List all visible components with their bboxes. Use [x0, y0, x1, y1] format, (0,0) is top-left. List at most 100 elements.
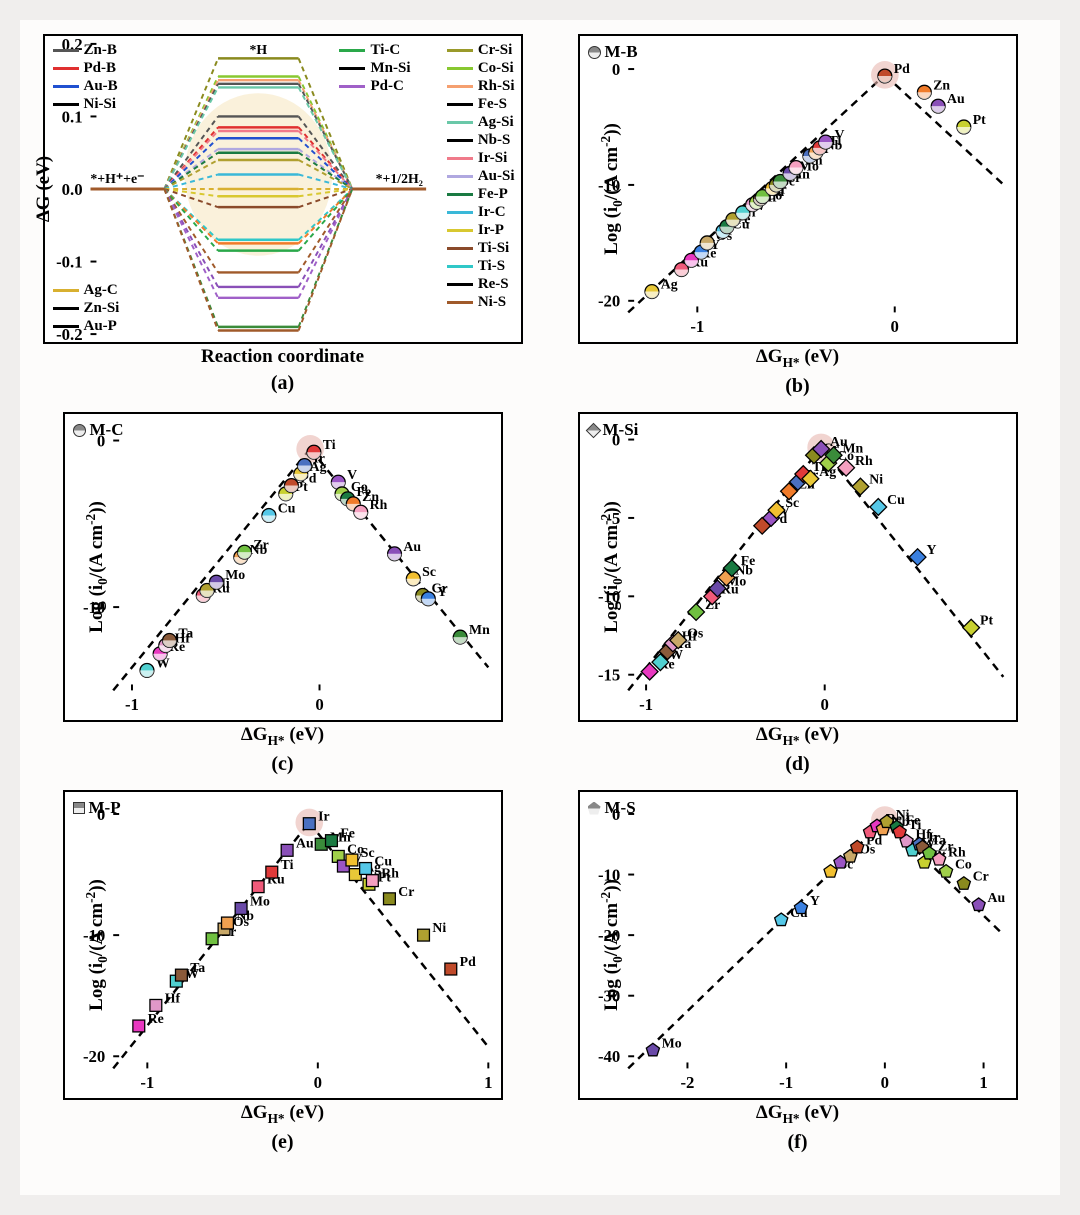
panel-d: M-Si Log (i0/(A cm-2)) -10-15-10-50ReWTa… [549, 412, 1046, 782]
panel-f-xlabel: ΔGH* (eV) [756, 1102, 839, 1127]
panel-grid: ΔG (eV) -0.2-0.10.00.10.2*+H⁺+e⁻*H*+1/2H… [34, 34, 1046, 1181]
svg-text:Au: Au [403, 539, 421, 554]
svg-text:-10: -10 [597, 865, 619, 884]
panel-e: M-P Log (i0/(A cm-2)) -101-20-100ReHfWTa… [34, 790, 531, 1160]
figure-container: ΔG (eV) -0.2-0.10.00.10.2*+H⁺+e⁻*H*+1/2H… [20, 20, 1060, 1195]
svg-text:Pt: Pt [980, 613, 993, 628]
panel-d-xlabel: ΔGH* (eV) [756, 724, 839, 749]
panel-a-legend-topleft: Zn-BPd-BAu-BNi-Si [53, 42, 118, 114]
svg-text:-2: -2 [680, 1073, 694, 1092]
svg-text:Ir: Ir [318, 809, 330, 824]
svg-text:Au: Au [947, 91, 965, 106]
panel-e-xlabel: ΔGH* (eV) [241, 1102, 324, 1127]
panel-c-caption: (c) [271, 753, 293, 776]
svg-text:1: 1 [979, 1073, 987, 1092]
svg-text:-10: -10 [82, 598, 104, 617]
svg-text:Cu: Cu [887, 492, 905, 507]
svg-text:Mo: Mo [661, 1035, 681, 1050]
svg-text:-10: -10 [82, 926, 104, 945]
plot-a-box: ΔG (eV) -0.2-0.10.00.10.2*+H⁺+e⁻*H*+1/2H… [43, 34, 523, 344]
svg-text:-1: -1 [779, 1073, 793, 1092]
svg-text:Ti: Ti [322, 437, 335, 452]
svg-text:Os: Os [687, 625, 704, 640]
svg-text:Y: Y [437, 584, 447, 599]
svg-text:Ni: Ni [432, 920, 446, 935]
svg-text:Cr: Cr [972, 869, 988, 884]
svg-text:Fe: Fe [340, 826, 355, 841]
svg-text:Rh: Rh [369, 497, 387, 512]
panel-c-svg: -10-100WReHfTaRuNiMoNbZrCuPtPdAgIrTiVCoF… [65, 414, 501, 720]
svg-text:0: 0 [315, 695, 323, 714]
panel-a-caption: (a) [271, 372, 294, 395]
svg-text:*H: *H [249, 42, 267, 57]
panel-a: ΔG (eV) -0.2-0.10.00.10.2*+H⁺+e⁻*H*+1/2H… [34, 34, 531, 404]
svg-text:Au: Au [987, 890, 1005, 905]
svg-text:-10: -10 [597, 176, 619, 195]
plot-b-box: M-B Log (i0/(A cm-2)) -10-20-100AgRuReYO… [578, 34, 1018, 344]
panel-f-svg: -2-101-40-30-20-100MoCuYScVOsPdRuReNbNiF… [580, 792, 1016, 1098]
svg-text:Pd: Pd [459, 954, 475, 969]
svg-text:Y: Y [926, 542, 936, 557]
svg-text:*+1/2H₂: *+1/2H₂ [375, 171, 422, 186]
panel-a-xlabel: Reaction coordinate [201, 346, 364, 368]
svg-text:0: 0 [820, 695, 828, 714]
svg-text:Ni: Ni [869, 472, 883, 487]
svg-text:1: 1 [484, 1073, 492, 1092]
svg-text:Pd: Pd [893, 61, 909, 76]
svg-text:0: 0 [96, 431, 104, 450]
svg-text:V: V [834, 127, 844, 142]
svg-text:Hf: Hf [164, 990, 180, 1005]
svg-text:0: 0 [96, 805, 104, 824]
plot-e-box: M-P Log (i0/(A cm-2)) -101-20-100ReHfWTa… [63, 790, 503, 1100]
svg-text:Rh: Rh [381, 866, 399, 881]
svg-text:0: 0 [611, 430, 619, 449]
svg-text:-20: -20 [597, 926, 619, 945]
svg-text:-1: -1 [690, 317, 704, 336]
svg-text:Zn: Zn [933, 77, 950, 92]
svg-text:Mo: Mo [249, 894, 269, 909]
panel-e-caption: (e) [271, 1131, 293, 1154]
svg-text:Ti: Ti [280, 857, 293, 872]
svg-text:Y: Y [809, 893, 819, 908]
svg-text:-1: -1 [124, 695, 138, 714]
panel-f-caption: (f) [788, 1131, 808, 1154]
plot-c-box: M-C Log (i0/(A cm-2)) -10-100WReHfTaRuNi… [63, 412, 503, 722]
panel-c: M-C Log (i0/(A cm-2)) -10-100WReHfTaRuNi… [34, 412, 531, 782]
svg-text:Re: Re [147, 1011, 163, 1026]
panel-f: M-S Log (i0/(A cm-2)) -2-101-40-30-20-10… [549, 790, 1046, 1160]
svg-text:Cu: Cu [277, 501, 295, 516]
svg-text:-0.1: -0.1 [56, 252, 83, 271]
svg-text:Rh: Rh [855, 453, 873, 468]
svg-text:Ta: Ta [190, 960, 205, 975]
svg-text:-1: -1 [639, 695, 653, 714]
panel-a-legend-botleft: Ag-CZn-SiAu-P [53, 282, 120, 336]
svg-text:Sc: Sc [360, 845, 374, 860]
panel-b: M-B Log (i0/(A cm-2)) -10-20-100AgRuReYO… [549, 34, 1046, 404]
svg-text:-20: -20 [82, 1047, 104, 1066]
svg-text:Cr: Cr [398, 884, 414, 899]
panel-b-xlabel: ΔGH* (eV) [756, 346, 839, 371]
svg-text:Ta: Ta [178, 625, 193, 640]
svg-text:-40: -40 [597, 1047, 619, 1066]
svg-text:Sc: Sc [422, 564, 436, 579]
svg-text:-1: -1 [140, 1073, 154, 1092]
plot-f-box: M-S Log (i0/(A cm-2)) -2-101-40-30-20-10… [578, 790, 1018, 1100]
panel-b-caption: (b) [785, 375, 809, 398]
svg-text:Mn: Mn [469, 622, 490, 637]
svg-text:-30: -30 [597, 987, 619, 1006]
panel-d-svg: -10-15-10-50ReWTaHfOsZrRuMoNbFePdVScZnIr… [580, 414, 1016, 720]
svg-text:Zr: Zr [253, 537, 268, 552]
svg-text:Fe: Fe [740, 553, 755, 568]
svg-text:*+H⁺+e⁻: *+H⁺+e⁻ [90, 171, 144, 186]
svg-text:0: 0 [313, 1073, 321, 1092]
panel-c-xlabel: ΔGH* (eV) [241, 724, 324, 749]
svg-text:-20: -20 [597, 292, 619, 311]
panel-b-svg: -10-20-100AgRuReYOsCuFeNiWHfCoTaZrScCrMn… [580, 36, 1016, 342]
svg-text:0.0: 0.0 [61, 180, 82, 199]
svg-text:Au: Au [296, 835, 314, 850]
panel-e-svg: -101-20-100ReHfWTaZrOsNbMoRuTiAuIrMnFeCo… [65, 792, 501, 1098]
svg-text:-15: -15 [597, 666, 619, 685]
svg-text:Ag: Ag [660, 277, 677, 292]
svg-text:-10: -10 [597, 587, 619, 606]
svg-text:-5: -5 [606, 509, 620, 528]
